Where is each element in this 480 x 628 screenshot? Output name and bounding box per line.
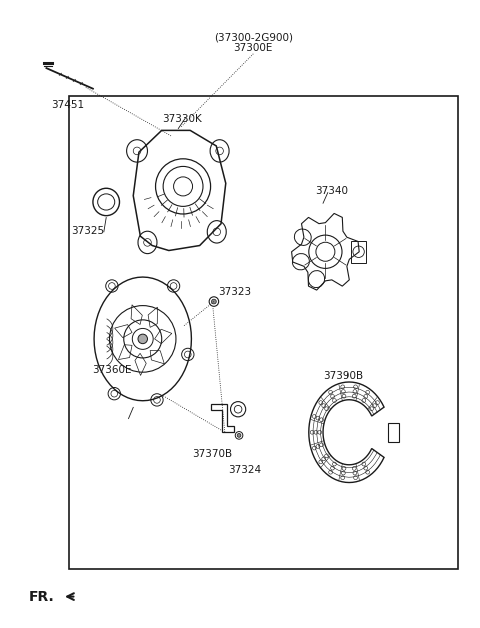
Text: 37390B: 37390B	[324, 371, 364, 381]
Text: 37330K: 37330K	[162, 114, 202, 124]
Circle shape	[138, 334, 147, 344]
Text: 37323: 37323	[219, 287, 252, 297]
Bar	[351, 241, 366, 263]
Text: 37451: 37451	[52, 100, 85, 110]
Bar	[69, 96, 458, 569]
Text: 37324: 37324	[228, 465, 261, 475]
Text: (37300-2G900): (37300-2G900)	[214, 33, 293, 43]
Text: 37325: 37325	[72, 226, 105, 236]
Text: 37360E: 37360E	[92, 365, 132, 375]
Text: 37340: 37340	[315, 186, 348, 196]
Text: 37300E: 37300E	[234, 43, 273, 53]
Circle shape	[212, 299, 216, 304]
Circle shape	[237, 433, 241, 437]
Text: FR.: FR.	[29, 590, 55, 604]
Text: 37370B: 37370B	[192, 449, 233, 459]
